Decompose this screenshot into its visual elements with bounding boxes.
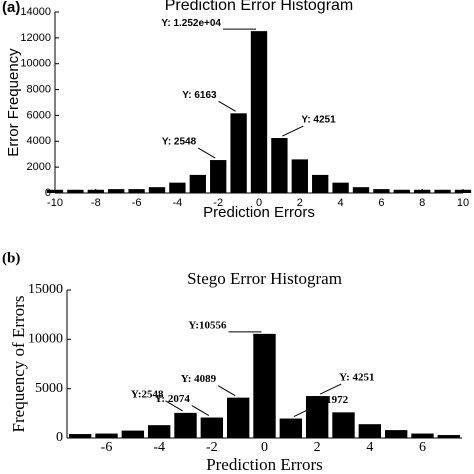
bar xyxy=(384,430,408,438)
y-axis-label: Frequency of Errors xyxy=(9,296,28,433)
bar xyxy=(169,182,186,193)
bar xyxy=(332,182,349,193)
x-tick-label: -4 xyxy=(173,197,183,209)
bar xyxy=(271,138,288,193)
x-tick-label: -2 xyxy=(206,440,218,455)
bar xyxy=(291,159,308,193)
x-tick-label: 8 xyxy=(419,197,425,209)
x-tick-label: -6 xyxy=(101,440,113,455)
annotation-arrow xyxy=(282,125,304,137)
y-tick-label: 8000 xyxy=(27,83,51,95)
data-label: Y: 4251 xyxy=(339,372,374,384)
annotation-arrow xyxy=(191,405,210,416)
x-tick-label: -10 xyxy=(47,197,63,209)
y-tick-label: 10000 xyxy=(20,58,51,70)
annotation-arrow xyxy=(218,100,236,112)
chart-title: Stego Error Histogram xyxy=(187,269,342,288)
y-tick-label: 12000 xyxy=(20,32,51,44)
bar xyxy=(226,397,250,438)
chart-title: Prediction Error Histogram xyxy=(165,0,354,14)
bar xyxy=(332,412,355,438)
y-tick-label: 10000 xyxy=(28,332,63,347)
bar xyxy=(352,187,370,193)
y-tick-label: 14000 xyxy=(20,6,51,18)
bar xyxy=(68,434,92,438)
bar xyxy=(250,31,268,194)
x-tick-label: 6 xyxy=(419,440,426,455)
bar xyxy=(230,113,247,193)
bar xyxy=(67,189,84,193)
bar xyxy=(174,412,197,438)
panel-label: (b) xyxy=(2,250,20,266)
panel-label: (a) xyxy=(2,0,20,16)
annotation-arrow xyxy=(217,385,236,397)
panel-a: (a) Prediction Error Histogram Y: 2548 Y: 6… xyxy=(2,0,472,221)
y-tick-label: 5000 xyxy=(35,381,63,396)
bar xyxy=(434,189,451,193)
x-tick-label: 2 xyxy=(314,440,321,455)
y-tick-label: 0 xyxy=(56,430,63,445)
data-label: Y: 1.252e+04 xyxy=(161,18,221,29)
bar xyxy=(358,424,382,438)
bar xyxy=(200,417,224,438)
annotation-arrow xyxy=(165,400,183,412)
data-label: Y: 4251 xyxy=(301,115,336,126)
y-tick-label: 15000 xyxy=(28,282,63,297)
y-tick-label: 0 xyxy=(45,187,51,199)
y-tick-label: 2000 xyxy=(27,161,51,173)
bar xyxy=(210,160,227,193)
y-tick-label: 4000 xyxy=(27,135,51,147)
y-axis-label: Error Frequency xyxy=(5,48,22,157)
annotation-arrow xyxy=(197,147,216,159)
x-tick-label: 10 xyxy=(457,197,469,209)
bar xyxy=(121,430,145,438)
x-tick-label: 6 xyxy=(378,197,384,209)
x-axis-label: Prediction Errors xyxy=(203,204,315,221)
x-tick-label: 0 xyxy=(261,440,268,455)
bar xyxy=(437,435,461,438)
x-tick-label: -8 xyxy=(91,197,101,209)
bar xyxy=(108,189,125,193)
bar xyxy=(279,418,303,438)
data-label: Y:2548 xyxy=(131,388,164,400)
data-label: Y: 6163 xyxy=(182,90,217,101)
bar xyxy=(253,333,276,438)
bar xyxy=(305,396,329,438)
x-axis-label: Prediction Errors xyxy=(206,455,323,474)
x-tick-label: 4 xyxy=(366,440,373,455)
data-label: Y: 2074 xyxy=(154,393,190,405)
annotation-arrow xyxy=(319,383,342,395)
data-label: Y: 4089 xyxy=(181,373,217,385)
x-tick-label: 2 xyxy=(297,197,303,209)
x-tick-label: 0 xyxy=(256,197,262,209)
bar xyxy=(147,425,171,438)
x-tick-label: -2 xyxy=(213,197,223,209)
x-tick-label: -6 xyxy=(132,197,142,209)
bar xyxy=(312,174,329,193)
x-tick-label: -4 xyxy=(153,440,165,455)
bar xyxy=(393,189,410,193)
data-label: Y:10556 xyxy=(188,319,227,331)
data-label: Y: 2548 xyxy=(162,137,197,148)
bar xyxy=(148,187,166,193)
y-tick-label: 6000 xyxy=(27,109,51,121)
x-tick-label: 4 xyxy=(338,197,344,209)
bar xyxy=(189,174,206,193)
